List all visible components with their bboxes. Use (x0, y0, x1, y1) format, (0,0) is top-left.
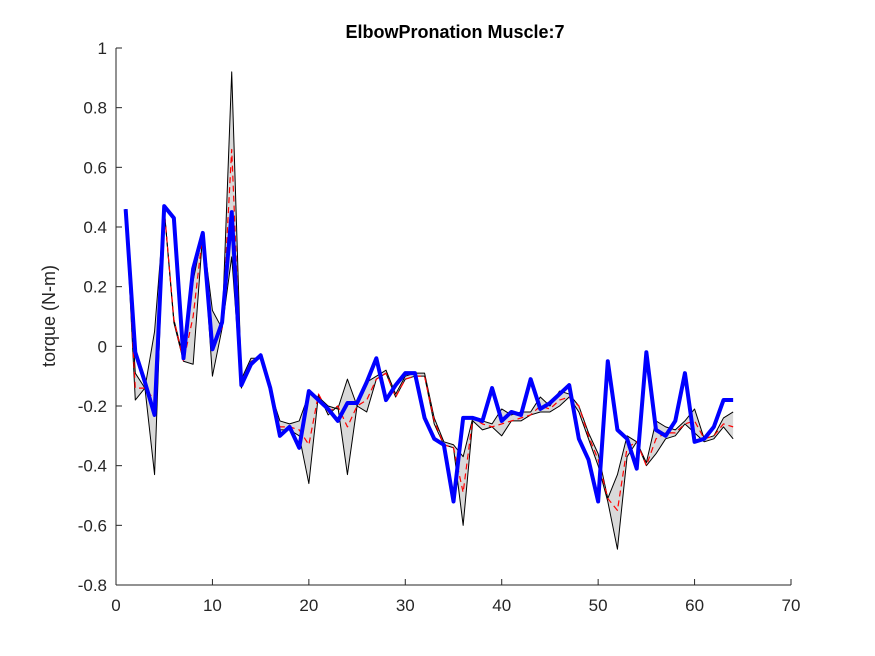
y-tick-label: 0.6 (83, 158, 107, 177)
band-lower-line (125, 208, 734, 550)
lines-layer (123, 71, 734, 550)
y-tick-label: 0.4 (83, 218, 107, 237)
y-tick-label: 0.2 (83, 278, 107, 297)
x-tick-label: 50 (589, 596, 608, 615)
x-tick-label: 40 (492, 596, 511, 615)
x-tick-label: 20 (299, 596, 318, 615)
y-tick-label: 0 (98, 337, 107, 356)
x-tick-label: 30 (396, 596, 415, 615)
x-tick-label: 70 (782, 596, 801, 615)
mean-line (125, 148, 734, 512)
y-tick-label: -0.2 (78, 397, 107, 416)
chart-title: ElbowPronation Muscle:7 (345, 22, 564, 42)
y-tick-label: 1 (98, 39, 107, 58)
axes (115, 48, 791, 586)
y-tick-label: -0.8 (78, 576, 107, 595)
prediction-line (123, 204, 734, 504)
y-axis-label: torque (N-m) (39, 265, 59, 367)
x-tick-label: 60 (685, 596, 704, 615)
range-band (125, 71, 734, 550)
band-upper-line (125, 71, 734, 499)
y-tick-label: -0.4 (78, 457, 107, 476)
band-layer (125, 71, 734, 550)
y-tick-label: -0.6 (78, 516, 107, 535)
x-tick-label: 10 (203, 596, 222, 615)
ticks-layer: 0 10 20 30 40 50 60 70 -0.8 -0.6 -0.4 -0.2 0 0.2 0.4 0.… (78, 39, 801, 615)
x-tick-label: 0 (111, 596, 120, 615)
y-tick-label: 0.8 (83, 99, 107, 118)
